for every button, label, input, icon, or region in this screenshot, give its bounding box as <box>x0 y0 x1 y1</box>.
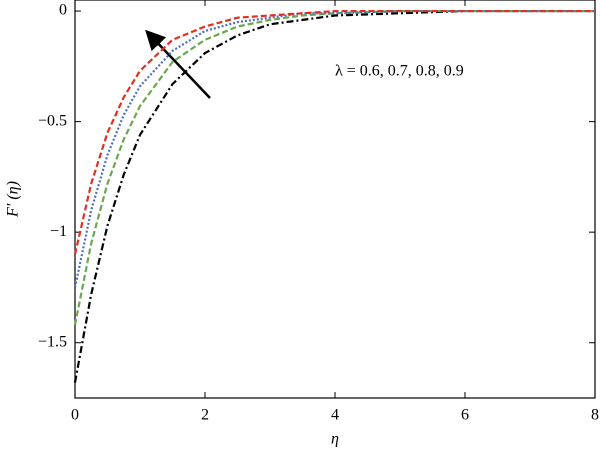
series-line <box>73 9 595 255</box>
series-line <box>73 9 595 326</box>
x-tick-label: 0 <box>71 407 79 424</box>
annotation: λ = 0.6, 0.7, 0.8, 0.9 <box>335 63 464 80</box>
y-axis-label: F′ (η) <box>5 181 22 218</box>
arrow <box>145 29 211 99</box>
y-tick-label: −1 <box>50 223 67 240</box>
y-tick-label: −1.5 <box>38 333 67 350</box>
y-tick-label: −0.5 <box>38 112 67 129</box>
series-line <box>73 9 595 383</box>
y-tick-label: 0 <box>59 2 67 19</box>
plot-frame <box>74 0 596 399</box>
x-axis-label: η <box>331 431 339 448</box>
x-tick-label: 6 <box>461 407 469 424</box>
x-tick-label: 8 <box>591 407 599 424</box>
x-tick-label: 2 <box>201 407 209 424</box>
x-tick-label: 4 <box>331 407 339 424</box>
series-line <box>73 9 595 288</box>
